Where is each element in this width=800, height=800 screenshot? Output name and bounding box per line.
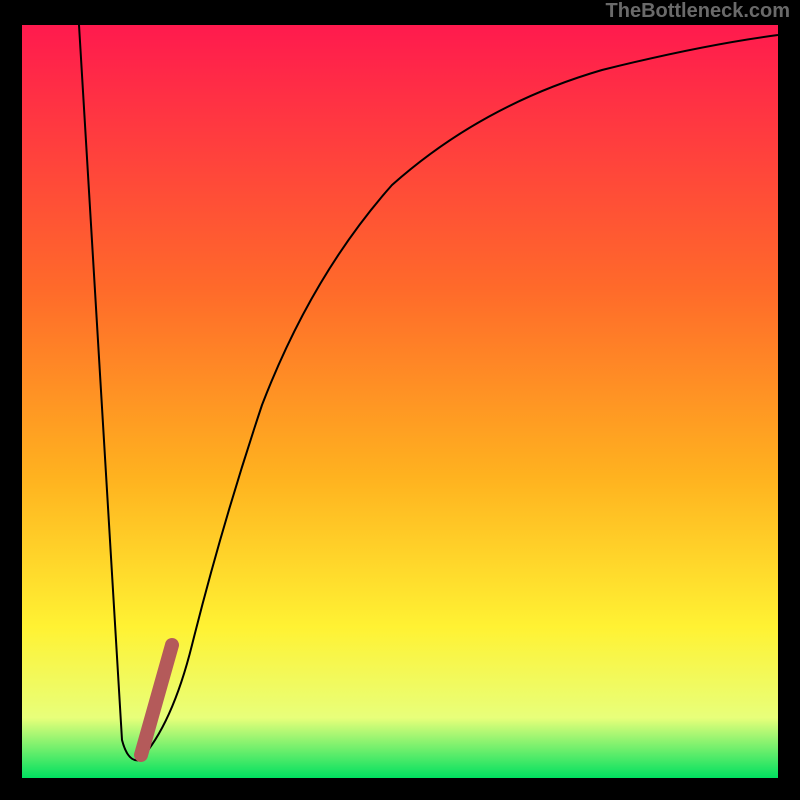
watermark-text: TheBottleneck.com <box>606 0 790 23</box>
bottleneck-curve <box>79 25 778 760</box>
plot-area <box>22 25 778 778</box>
chart-container: TheBottleneck.com <box>0 0 800 800</box>
curve-overlay <box>22 25 778 778</box>
